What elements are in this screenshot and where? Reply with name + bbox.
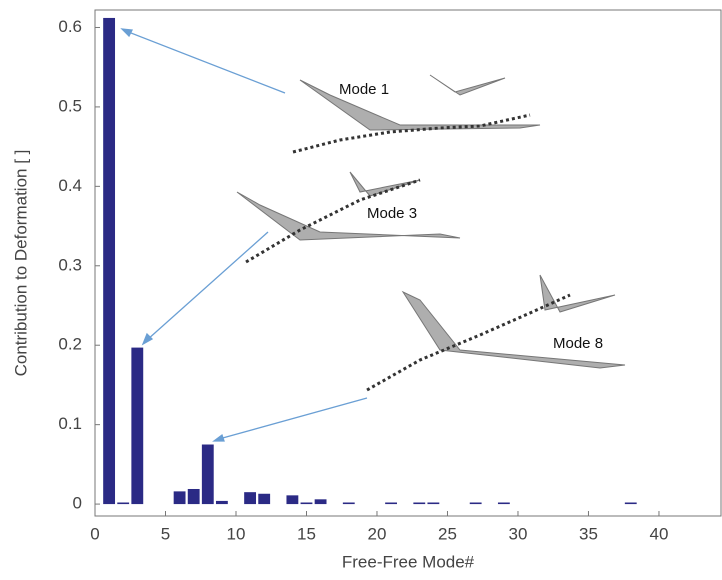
bar <box>497 502 510 505</box>
annotation: Mode 3 <box>367 205 417 222</box>
bar <box>117 502 130 505</box>
y-tick-label: 0 <box>73 494 82 513</box>
bar <box>300 502 313 505</box>
x-tick-label: 5 <box>161 524 170 543</box>
bar <box>469 502 482 505</box>
aircraft-illustrations <box>236 74 626 392</box>
bar <box>624 502 637 505</box>
annotation: Mode 8 <box>553 335 603 352</box>
y-tick-label: 0.2 <box>58 335 82 354</box>
bar <box>427 502 440 505</box>
bar <box>103 17 116 505</box>
y-tick-label: 0.3 <box>58 255 82 274</box>
x-tick-label: 35 <box>579 524 598 543</box>
bar <box>385 502 398 505</box>
bar <box>187 488 200 505</box>
bar <box>258 493 271 505</box>
x-tick-label: 25 <box>438 524 457 543</box>
bar <box>342 502 355 505</box>
x-tick-label: 15 <box>297 524 316 543</box>
bar <box>173 491 186 505</box>
x-axis-label: Free-Free Mode# <box>342 552 475 571</box>
y-tick-label: 0.6 <box>58 17 82 36</box>
y-tick-label: 0.5 <box>58 96 82 115</box>
y-axis-label: Contribution to Deformation [ ] <box>11 150 30 377</box>
x-tick-label: 30 <box>509 524 528 543</box>
bar <box>413 502 426 505</box>
annotation: Mode 1 <box>339 81 389 98</box>
bar <box>286 495 299 505</box>
arrows <box>120 28 368 442</box>
bar <box>215 500 228 505</box>
x-tick-label: 40 <box>650 524 669 543</box>
y-tick-label: 0.1 <box>58 414 82 433</box>
x-tick-label: 0 <box>90 524 99 543</box>
x-tick-label: 20 <box>368 524 387 543</box>
bar <box>314 499 327 505</box>
y-tick-label: 0.4 <box>58 176 82 195</box>
plot-frame <box>94 9 722 517</box>
bar <box>244 492 257 505</box>
x-tick-label: 10 <box>227 524 246 543</box>
bar <box>131 347 144 505</box>
bar <box>201 444 214 505</box>
